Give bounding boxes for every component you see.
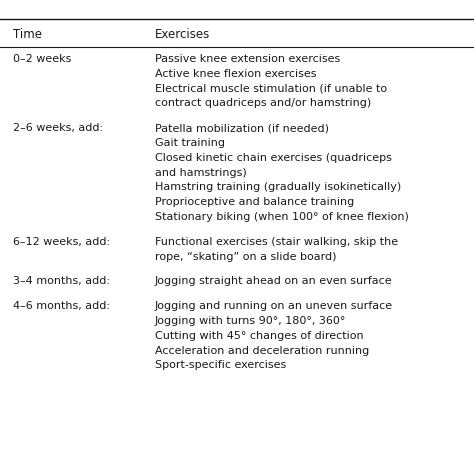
Text: Acceleration and deceleration running: Acceleration and deceleration running xyxy=(155,345,369,356)
Text: Time: Time xyxy=(13,28,42,42)
Text: Exercises: Exercises xyxy=(155,28,210,42)
Text: Jogging straight ahead on an even surface: Jogging straight ahead on an even surfac… xyxy=(155,276,392,287)
Text: Passive knee extension exercises: Passive knee extension exercises xyxy=(155,54,340,64)
Text: Cutting with 45° changes of direction: Cutting with 45° changes of direction xyxy=(155,331,364,341)
Text: Jogging and running on an uneven surface: Jogging and running on an uneven surface xyxy=(155,301,393,311)
Text: Functional exercises (stair walking, skip the: Functional exercises (stair walking, ski… xyxy=(155,237,398,247)
Text: Active knee flexion exercises: Active knee flexion exercises xyxy=(155,69,317,79)
Text: Stationary biking (when 100° of knee flexion): Stationary biking (when 100° of knee fle… xyxy=(155,212,409,222)
Text: Closed kinetic chain exercises (quadriceps: Closed kinetic chain exercises (quadrice… xyxy=(155,153,392,163)
Text: contract quadriceps and/or hamstring): contract quadriceps and/or hamstring) xyxy=(155,98,371,108)
Text: rope, “skating” on a slide board): rope, “skating” on a slide board) xyxy=(155,252,337,261)
Text: 3–4 months, add:: 3–4 months, add: xyxy=(13,276,110,287)
Text: Patella mobilization (if needed): Patella mobilization (if needed) xyxy=(155,123,329,133)
Text: Gait training: Gait training xyxy=(155,138,225,148)
Text: and hamstrings): and hamstrings) xyxy=(155,168,247,178)
Text: 0–2 weeks: 0–2 weeks xyxy=(13,54,72,64)
Text: Electrical muscle stimulation (if unable to: Electrical muscle stimulation (if unable… xyxy=(155,84,387,94)
Text: Sport-specific exercises: Sport-specific exercises xyxy=(155,361,286,371)
Text: Hamstring training (gradually isokinetically): Hamstring training (gradually isokinetic… xyxy=(155,182,401,192)
Text: Proprioceptive and balance training: Proprioceptive and balance training xyxy=(155,197,354,207)
Text: 2–6 weeks, add:: 2–6 weeks, add: xyxy=(13,123,103,133)
Text: Jogging with turns 90°, 180°, 360°: Jogging with turns 90°, 180°, 360° xyxy=(155,316,346,326)
Text: 6–12 weeks, add:: 6–12 weeks, add: xyxy=(13,237,110,247)
Text: 4–6 months, add:: 4–6 months, add: xyxy=(13,301,110,311)
